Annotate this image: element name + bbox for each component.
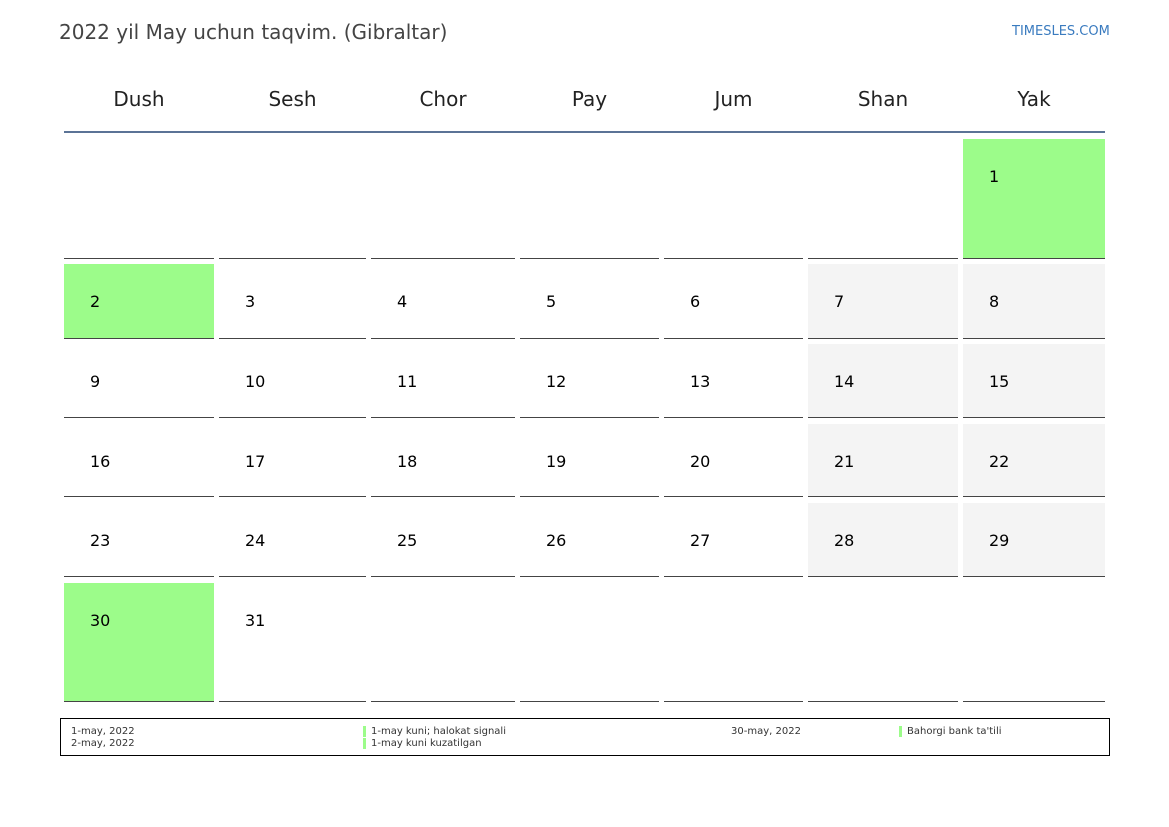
day-cell[interactable]: 8: [963, 264, 1105, 339]
legend-date: 30-may, 2022: [731, 726, 801, 737]
day-cell[interactable]: 28: [808, 503, 958, 577]
empty-cell: [520, 139, 659, 259]
weekday-dush: Dush: [113, 87, 165, 111]
weekday-pay: Pay: [571, 87, 608, 111]
day-number: 24: [245, 531, 266, 550]
day-number: 19: [546, 452, 567, 471]
day-cell[interactable]: 19: [520, 424, 659, 497]
day-number: 27: [690, 531, 711, 550]
empty-cell: [664, 583, 803, 702]
day-cell[interactable]: 17: [219, 424, 366, 497]
day-cell[interactable]: 31: [219, 583, 366, 702]
weekday-sesh: Sesh: [268, 87, 317, 111]
weekday-yak: Yak: [1017, 87, 1051, 111]
day-number: 26: [546, 531, 567, 550]
day-number: 31: [245, 611, 266, 630]
day-number: 5: [546, 292, 557, 311]
day-number: 7: [834, 292, 845, 311]
day-cell[interactable]: 4: [371, 264, 515, 339]
day-cell[interactable]: 18: [371, 424, 515, 497]
day-cell[interactable]: 5: [520, 264, 659, 339]
empty-cell: [808, 583, 958, 702]
day-number: 30: [90, 611, 111, 630]
day-cell[interactable]: 24: [219, 503, 366, 577]
day-cell[interactable]: 14: [808, 344, 958, 418]
holiday-marker: [899, 726, 902, 737]
holiday-legend: 1-may, 2022 2-may, 2022 1-may kuni; halo…: [60, 718, 1110, 756]
day-number: 18: [397, 452, 418, 471]
day-number: 3: [245, 292, 256, 311]
day-number: 29: [989, 531, 1010, 550]
day-cell[interactable]: 9: [64, 344, 214, 418]
day-number: 10: [245, 372, 266, 391]
day-cell[interactable]: 27: [664, 503, 803, 577]
weekday-jum: Jum: [714, 87, 753, 111]
day-cell[interactable]: 26: [520, 503, 659, 577]
day-cell[interactable]: 2: [64, 264, 214, 339]
day-number: 4: [397, 292, 408, 311]
empty-cell: [808, 139, 958, 259]
header-divider: [64, 131, 1105, 133]
legend-holiday-name: Bahorgi bank ta'tili: [907, 726, 1002, 737]
day-number: 14: [834, 372, 855, 391]
day-cell[interactable]: 7: [808, 264, 958, 339]
legend-date: 2-may, 2022: [71, 738, 135, 749]
day-number: 28: [834, 531, 855, 550]
day-number: 11: [397, 372, 418, 391]
day-cell[interactable]: 12: [520, 344, 659, 418]
day-number: 8: [989, 292, 1000, 311]
day-number: 15: [989, 372, 1010, 391]
day-number: 2: [90, 292, 101, 311]
legend-holiday-name: 1-may kuni kuzatilgan: [371, 738, 482, 749]
empty-cell: [219, 139, 366, 259]
holiday-marker: [363, 726, 366, 737]
day-number: 1: [989, 167, 1000, 186]
day-number: 22: [989, 452, 1010, 471]
day-number: 25: [397, 531, 418, 550]
day-cell[interactable]: 1: [963, 139, 1105, 259]
holiday-marker: [363, 738, 366, 749]
empty-cell: [371, 583, 515, 702]
legend-date: 1-may, 2022: [71, 726, 135, 737]
day-cell[interactable]: 15: [963, 344, 1105, 418]
day-cell[interactable]: 13: [664, 344, 803, 418]
day-cell[interactable]: 21: [808, 424, 958, 497]
day-cell[interactable]: 16: [64, 424, 214, 497]
empty-cell: [520, 583, 659, 702]
day-number: 9: [90, 372, 101, 391]
weekday-chor: Chor: [419, 87, 467, 111]
day-number: 12: [546, 372, 567, 391]
empty-cell: [371, 139, 515, 259]
day-cell[interactable]: 30: [64, 583, 214, 702]
day-number: 17: [245, 452, 266, 471]
day-cell[interactable]: 6: [664, 264, 803, 339]
day-cell[interactable]: 11: [371, 344, 515, 418]
legend-holiday-name: 1-may kuni; halokat signali: [371, 726, 506, 737]
day-cell[interactable]: 22: [963, 424, 1105, 497]
day-cell[interactable]: 29: [963, 503, 1105, 577]
day-number: 16: [90, 452, 111, 471]
day-number: 13: [690, 372, 711, 391]
calendar-title: 2022 yil May uchun taqvim. (Gibraltar): [59, 20, 448, 44]
empty-cell: [64, 139, 214, 259]
brand-link[interactable]: TIMESLES.COM: [1012, 24, 1110, 39]
day-cell[interactable]: 25: [371, 503, 515, 577]
weekday-shan: Shan: [857, 87, 909, 111]
day-number: 20: [690, 452, 711, 471]
day-number: 6: [690, 292, 701, 311]
empty-cell: [664, 139, 803, 259]
day-cell[interactable]: 23: [64, 503, 214, 577]
day-number: 23: [90, 531, 111, 550]
day-cell[interactable]: 20: [664, 424, 803, 497]
day-cell[interactable]: 10: [219, 344, 366, 418]
day-number: 21: [834, 452, 855, 471]
empty-cell: [963, 583, 1105, 702]
day-cell[interactable]: 3: [219, 264, 366, 339]
